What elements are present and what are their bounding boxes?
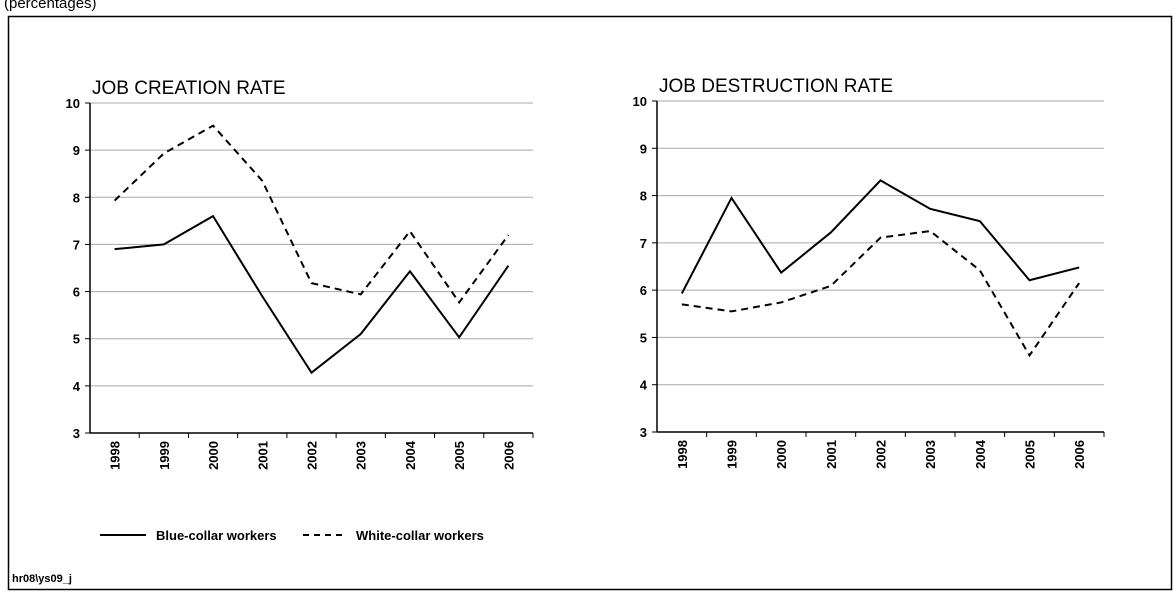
x-tick-label: 2006: [1072, 440, 1087, 469]
series-line: [680, 179, 1080, 294]
y-tick-label: 3: [640, 425, 647, 440]
x-tick-label: 2006: [501, 441, 516, 470]
y-tick-label: 4: [640, 378, 648, 393]
x-tick-label: 2001: [824, 440, 839, 469]
x-tick-label: 2003: [354, 441, 369, 470]
unit-note: (percentages): [4, 0, 97, 12]
y-tick-label: 4: [73, 379, 81, 394]
x-tick-label: 2003: [923, 440, 938, 469]
x-tick-label: 2004: [403, 440, 418, 470]
series-line: [113, 124, 510, 305]
source-note: hr08\ys09_j: [12, 573, 72, 585]
y-tick-label: 8: [640, 189, 647, 204]
y-tick-label: 6: [73, 285, 80, 300]
x-tick-label: 2004: [973, 439, 988, 469]
y-tick-label: 10: [633, 94, 647, 109]
x-tick-label: 1998: [675, 440, 690, 469]
y-tick-label: 5: [73, 332, 80, 347]
legend-label: White-collar workers: [356, 528, 484, 543]
y-tick-label: 5: [640, 330, 647, 345]
x-tick-label: 1999: [725, 440, 740, 469]
x-tick-label: 2002: [305, 441, 320, 470]
y-tick-label: 9: [73, 143, 80, 158]
y-tick-label: 8: [73, 190, 80, 205]
chart-title: JOB CREATION RATE: [92, 78, 286, 99]
y-tick-label: 7: [73, 237, 80, 252]
y-tick-label: 3: [73, 426, 80, 441]
legend-label: Blue-collar workers: [156, 528, 277, 543]
x-tick-label: 2000: [206, 441, 221, 470]
x-tick-label: 2001: [255, 441, 270, 470]
x-tick-label: 1999: [157, 441, 172, 470]
y-tick-label: 6: [640, 283, 647, 298]
chart-title: JOB DESTRUCTION RATE: [659, 76, 893, 97]
x-tick-label: 2005: [1023, 440, 1038, 469]
series-line: [681, 229, 1080, 358]
x-tick-label: 2000: [774, 440, 789, 469]
x-tick-label: 1998: [108, 441, 123, 470]
x-tick-label: 2002: [874, 440, 889, 469]
series-line: [114, 214, 510, 375]
y-tick-label: 7: [640, 236, 647, 251]
frame: [7, 15, 1173, 591]
y-tick-label: 10: [66, 96, 80, 111]
y-tick-label: 9: [640, 141, 647, 156]
x-tick-label: 2005: [452, 441, 467, 470]
